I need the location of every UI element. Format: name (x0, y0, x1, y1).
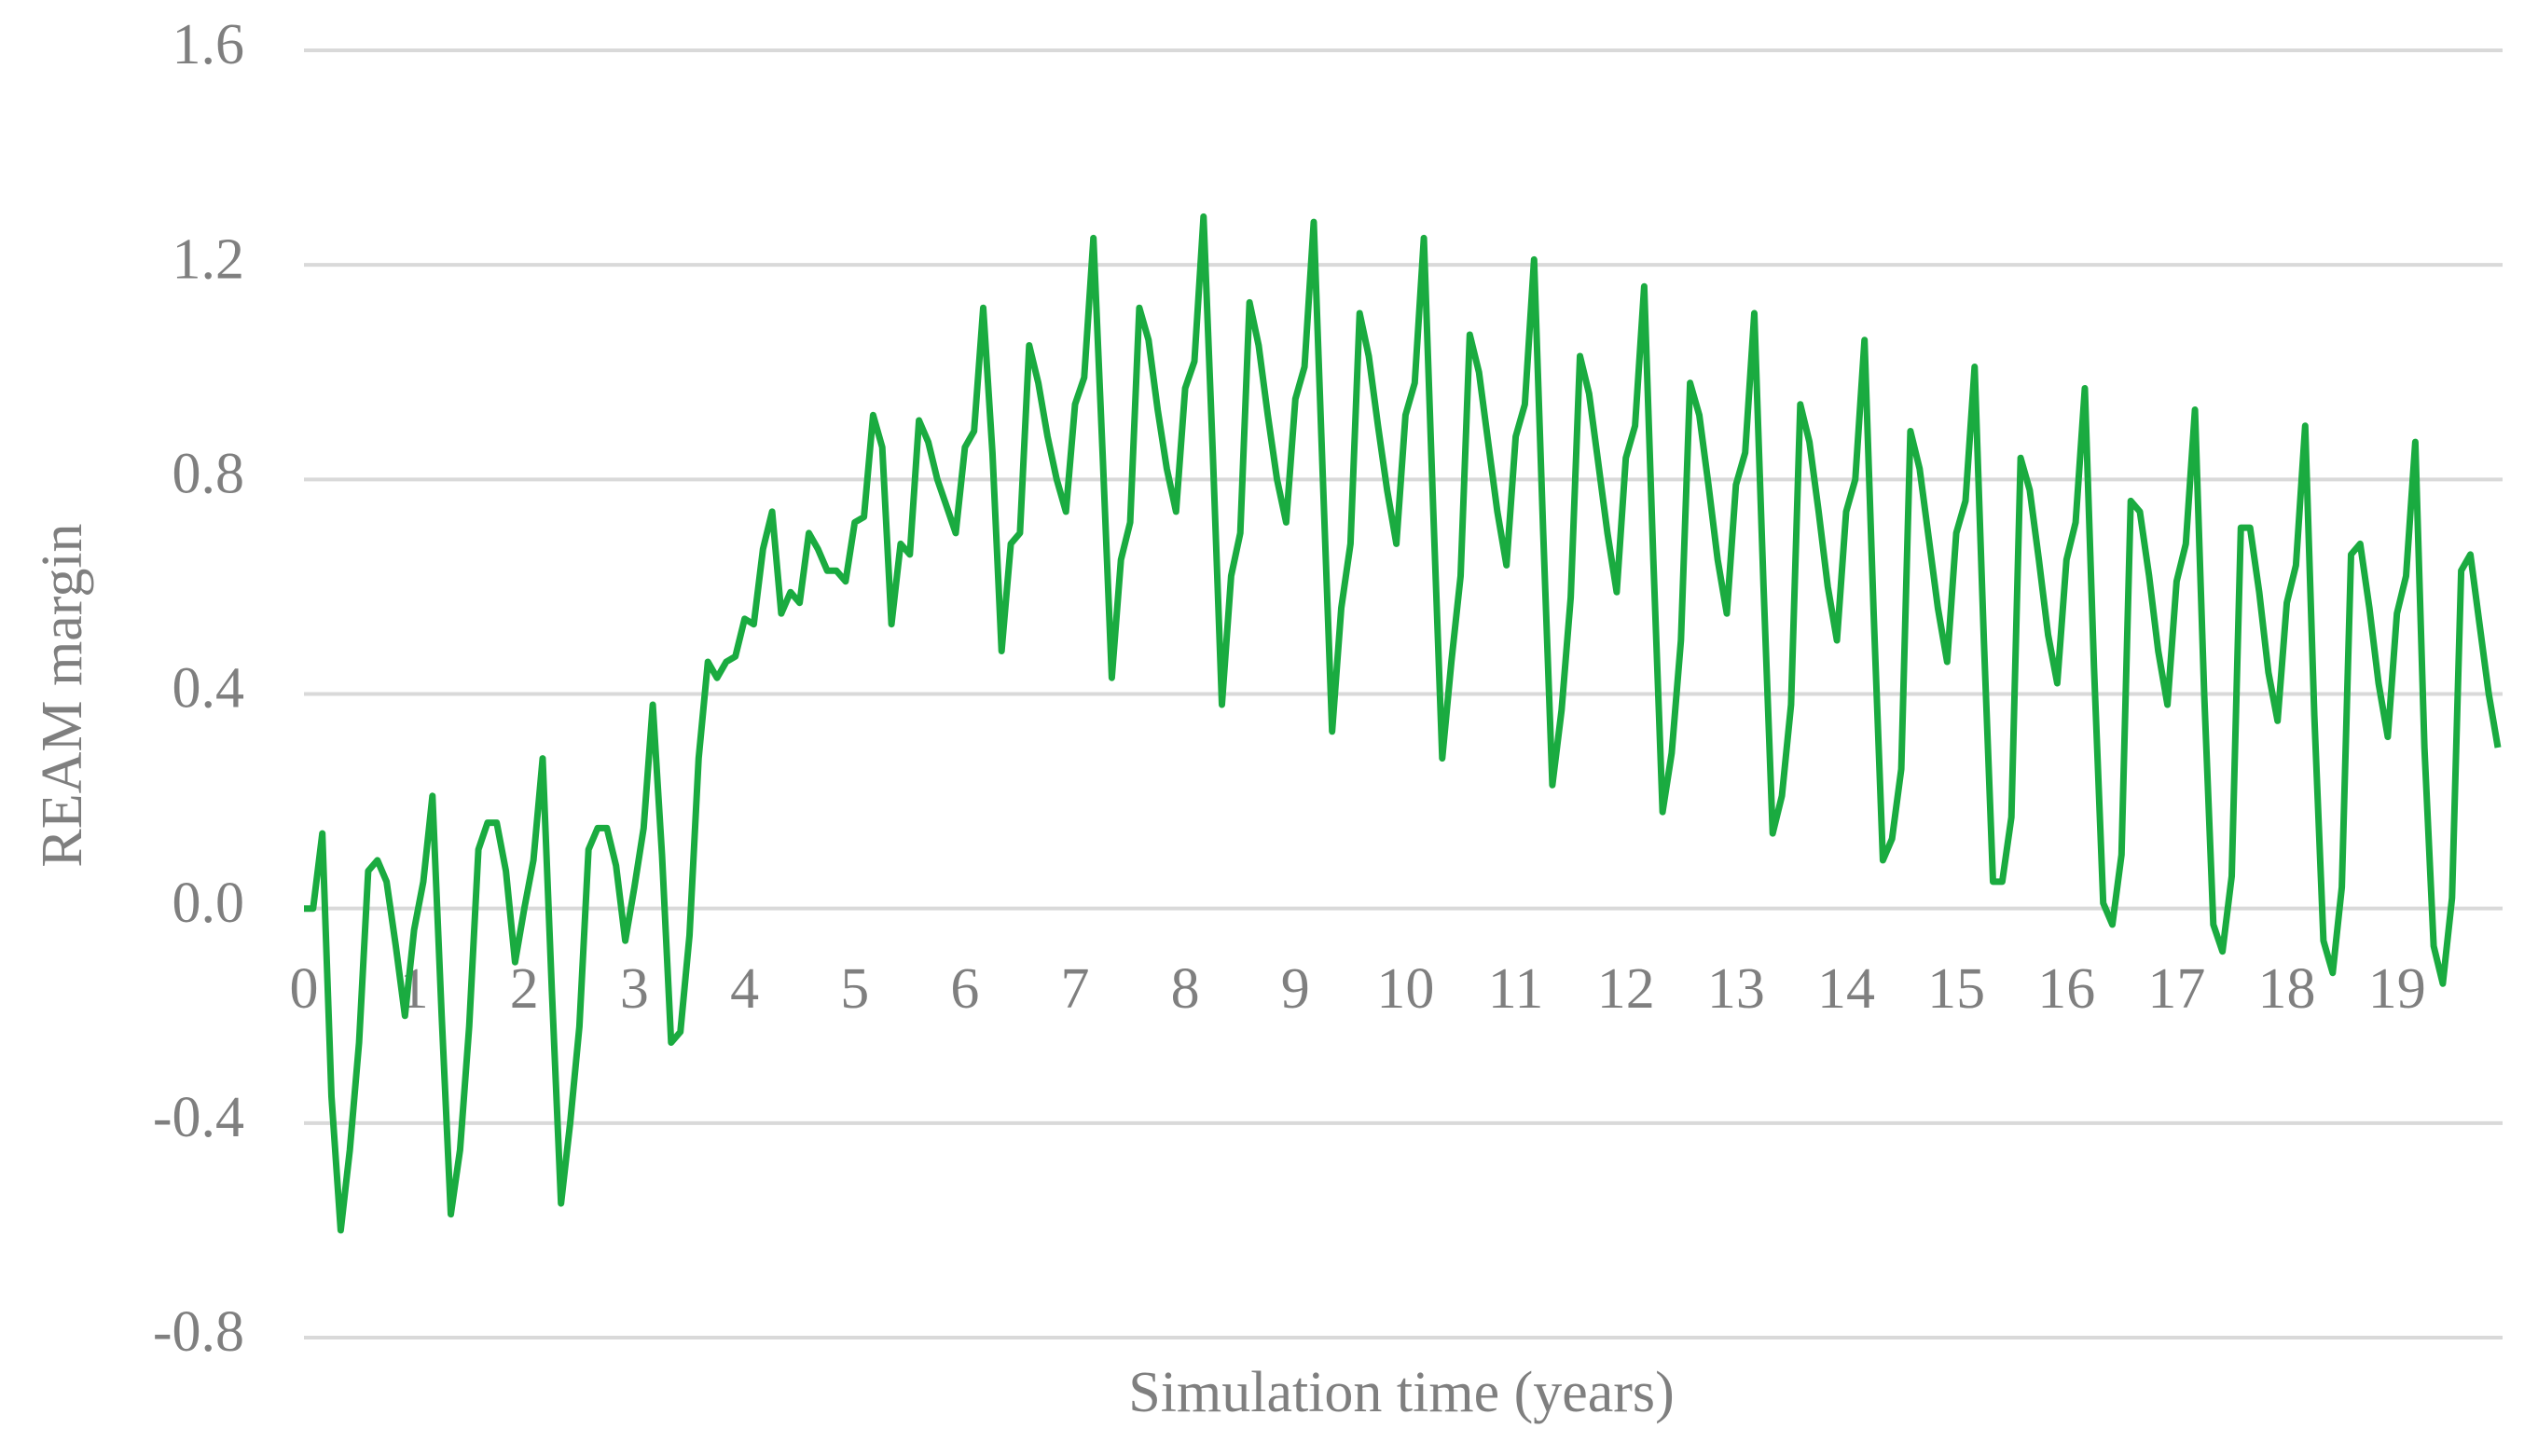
x-tick-label: 3 (620, 957, 649, 1021)
y-tick-label: 0.4 (172, 657, 245, 721)
x-tick-label: 19 (2368, 957, 2426, 1021)
x-tick-label: 4 (730, 957, 759, 1021)
x-tick-label: 18 (2258, 957, 2316, 1021)
x-tick-label: 16 (2037, 957, 2095, 1021)
x-tick-label: 12 (1597, 957, 1655, 1021)
data-line (304, 213, 2502, 1234)
x-tick-label: 8 (1171, 957, 1200, 1021)
x-tick-label: 17 (2147, 957, 2205, 1021)
y-tick-label: -0.4 (153, 1086, 244, 1149)
y-tick-label: 0.8 (172, 443, 245, 506)
x-tick-label: 10 (1376, 957, 1434, 1021)
x-tick-label: 6 (950, 957, 979, 1021)
x-tick-label: 14 (1817, 957, 1875, 1021)
x-tick-label: 2 (510, 957, 539, 1021)
x-tick-label: 5 (840, 957, 869, 1021)
y-tick-label: 1.2 (172, 227, 245, 291)
x-tick-label: 13 (1707, 957, 1765, 1021)
x-tick-label: 9 (1281, 957, 1310, 1021)
x-tick-label: 15 (1927, 957, 1985, 1021)
y-axis-title: REAM margin (31, 523, 94, 867)
x-tick-label: 0 (290, 957, 319, 1021)
y-tick-label: -0.8 (153, 1300, 244, 1364)
y-tick-label: 1.6 (172, 13, 245, 76)
y-tick-label: 0.0 (172, 872, 245, 935)
x-axis-title: Simulation time (years) (1128, 1361, 1674, 1424)
x-tick-label: 11 (1488, 957, 1544, 1021)
x-tick-label: 7 (1060, 957, 1089, 1021)
